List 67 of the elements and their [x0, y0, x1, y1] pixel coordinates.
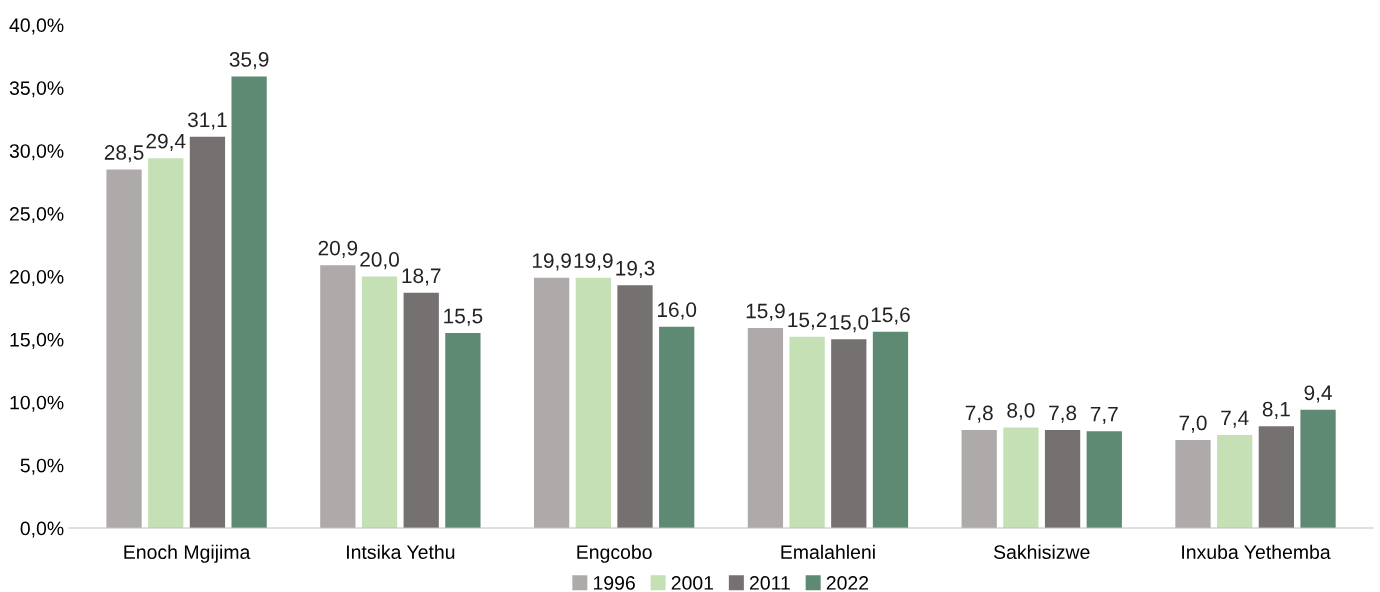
data-label: 28,5 [104, 145, 144, 163]
y-tick-label: 35,0% [9, 81, 64, 98]
y-tick-label: 25,0% [9, 207, 64, 224]
data-label: 29,4 [146, 133, 186, 151]
y-tick-label: 10,0% [10, 395, 64, 412]
legend-label: 2011 [749, 576, 790, 590]
bar [106, 169, 142, 529]
data-label: 15,9 [746, 303, 785, 321]
bar [445, 333, 481, 529]
data-label: 19,9 [574, 253, 613, 271]
bar [961, 429, 997, 529]
y-tick-label: 40,0% [9, 18, 64, 35]
bar [1258, 426, 1294, 529]
data-label: 7,8 [965, 405, 993, 423]
data-label: 9,4 [1304, 385, 1332, 403]
data-label: 7,4 [1221, 410, 1249, 428]
data-label: 19,3 [616, 260, 655, 279]
bar [831, 339, 867, 529]
data-label: 7,7 [1090, 406, 1118, 424]
data-label: 15,2 [788, 312, 827, 330]
bar [1217, 434, 1253, 529]
bar [148, 158, 184, 529]
legend-label: 1996 [593, 576, 635, 590]
data-label: 8,1 [1262, 401, 1290, 419]
data-label: 15,6 [871, 307, 910, 325]
legend-label: 2022 [826, 576, 869, 590]
legend-label: 2001 [671, 576, 714, 590]
data-label: 7,0 [1179, 415, 1207, 433]
data-label: 7,8 [1049, 405, 1077, 423]
bar [533, 277, 570, 529]
bar [575, 277, 611, 529]
data-label: 31,1 [187, 112, 227, 130]
bar [361, 276, 398, 529]
bar [747, 328, 784, 529]
x-tick-label: Inxuba Yethemba [1182, 544, 1331, 560]
y-tick-label: 0,0% [20, 521, 64, 538]
data-label: 19,9 [532, 253, 571, 271]
y-tick-label: 20,0% [9, 269, 64, 286]
bar [617, 285, 653, 529]
bar [1003, 427, 1039, 529]
bar [403, 292, 439, 529]
y-tick-label: 15,0% [10, 332, 64, 349]
bar [1086, 431, 1122, 529]
x-tick-label: Intsika Yethu [347, 544, 455, 560]
data-label: 15,5 [444, 308, 483, 326]
data-label: 8,0 [1007, 403, 1035, 421]
data-label: 16,0 [658, 302, 697, 320]
x-tick-label: Engcobo [577, 544, 652, 563]
bar [189, 136, 226, 529]
bar [659, 326, 695, 529]
bar [789, 336, 825, 529]
y-tick-label: 5,0% [20, 458, 64, 475]
bar [1044, 429, 1081, 529]
x-tick-label: Sakhisizwe [993, 544, 1090, 560]
data-label: 20,0 [360, 252, 399, 270]
bar [320, 265, 356, 529]
bar [231, 76, 267, 529]
bar [872, 331, 909, 529]
bar [1300, 409, 1336, 529]
bar [1175, 440, 1211, 529]
data-label: 35,9 [229, 52, 269, 70]
data-label: 18,7 [402, 268, 441, 286]
x-tick-label: Enoch Mgijima [124, 544, 251, 563]
y-tick-label: 30,0% [9, 144, 64, 161]
data-label: 15,0 [830, 314, 869, 333]
x-tick-label: Emalahleni [781, 544, 875, 560]
data-label: 20,9 [318, 240, 358, 258]
